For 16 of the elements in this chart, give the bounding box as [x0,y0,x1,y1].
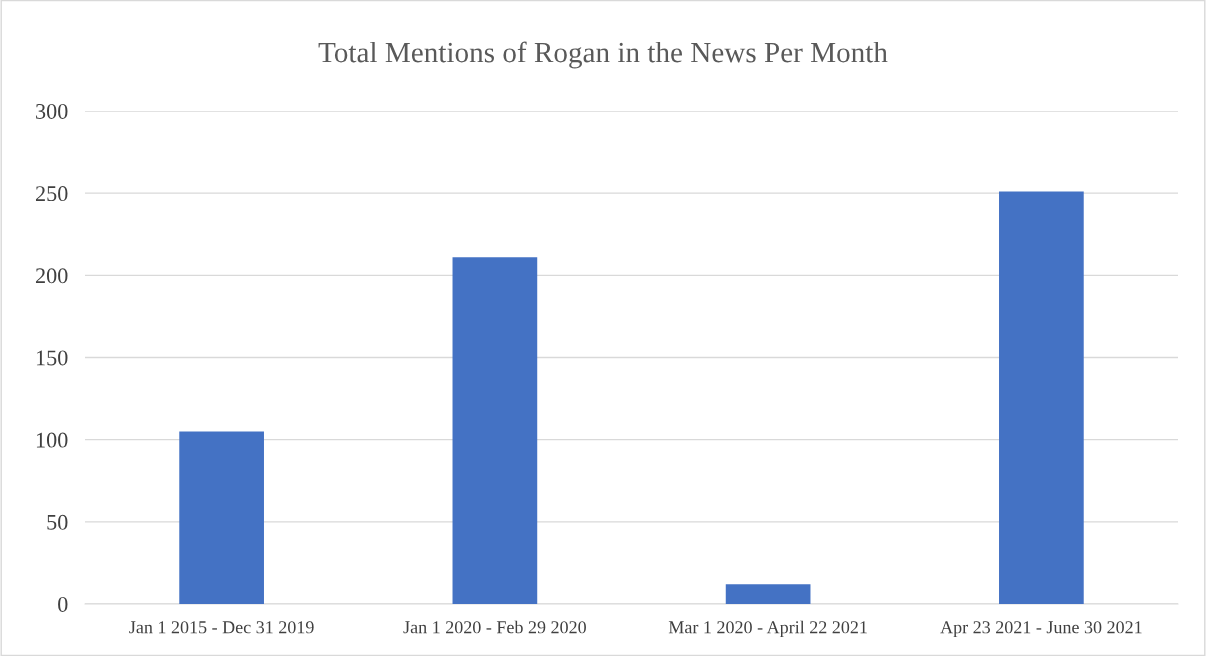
y-tick-label: 150 [36,350,68,366]
y-tick-label: 300 [36,103,68,119]
x-tick-label: Mar 1 2020 - April 22 2021 [668,620,867,638]
bar [999,191,1084,604]
x-tick-label: Apr 23 2021 - June 30 2021 [940,621,1142,638]
y-tick-label: 250 [35,186,68,202]
x-tick-label: Jan 1 2015 - Dec 31 2019 [129,621,314,634]
x-tick-label: Jan 1 2020 - Feb 29 2020 [403,620,586,634]
y-tick-label: 0 [58,596,68,612]
bar [179,431,264,604]
bar [725,584,811,604]
bar [452,257,538,604]
y-tick-label: 50 [47,514,68,530]
y-tick-label: 100 [36,432,68,448]
y-tick-label: 200 [35,268,68,284]
chart-title: Total Mentions of Rogan in the News Per Month [318,41,888,69]
